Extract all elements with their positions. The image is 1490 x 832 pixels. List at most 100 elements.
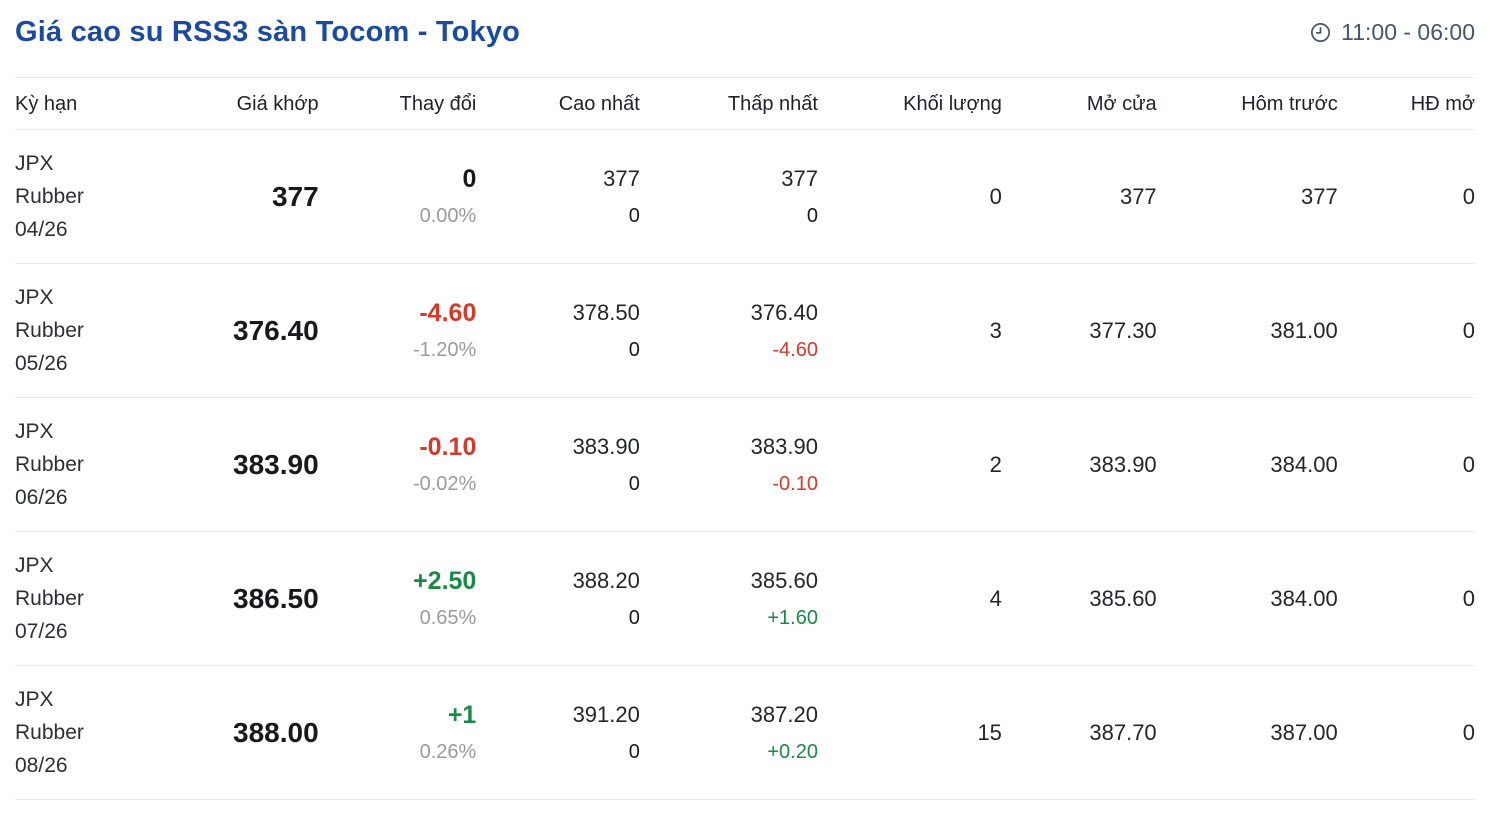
volume: 15 xyxy=(817,665,1002,800)
low-cell: 387.20 +0.20 xyxy=(639,665,818,800)
contract-month: 04/26 xyxy=(15,218,68,241)
high-cell: 388.20 0 xyxy=(476,531,640,666)
low-value: 385.60 xyxy=(750,567,818,593)
col-header-open-interest: HĐ mở xyxy=(1337,77,1475,130)
open-interest: 0 xyxy=(1337,531,1475,666)
col-header-low: Thấp nhất xyxy=(639,77,818,130)
low-cell: 376.40 -4.60 xyxy=(639,263,818,398)
change-percent: -0.02% xyxy=(412,472,477,495)
contract-symbol: JPX xyxy=(15,152,54,175)
prev-price: 384.00 xyxy=(1156,531,1338,666)
high-sub: 0 xyxy=(628,606,640,629)
high-sub: 0 xyxy=(628,338,640,361)
contract-symbol: JPX xyxy=(15,554,54,577)
volume: 2 xyxy=(817,397,1002,532)
contract-product: Rubber xyxy=(15,453,84,476)
change-cell: +1 0.26% xyxy=(318,665,477,800)
change-value: -4.60 xyxy=(419,298,477,327)
contract-product: Rubber xyxy=(15,185,84,208)
last-price: 376.40 xyxy=(184,263,319,398)
change-value: -0.10 xyxy=(419,432,477,461)
change-value: +2.50 xyxy=(413,566,477,595)
low-value: 377 xyxy=(781,165,818,191)
contract-cell: JPX Rubber 05/26 xyxy=(15,263,185,398)
change-percent: 0.26% xyxy=(419,740,477,763)
contract-product: Rubber xyxy=(15,319,84,342)
contract-cell: JPX Rubber 06/26 xyxy=(15,397,185,532)
prev-price: 381.00 xyxy=(1156,263,1338,398)
high-value: 378.50 xyxy=(572,299,640,325)
high-cell: 391.20 0 xyxy=(476,665,640,800)
low-sub: -4.60 xyxy=(772,338,818,361)
high-value: 391.20 xyxy=(572,701,640,727)
open-interest: 0 xyxy=(1337,665,1475,800)
open-price: 377.30 xyxy=(1001,263,1157,398)
open-price: 383.90 xyxy=(1001,397,1157,532)
high-value: 388.20 xyxy=(572,567,640,593)
contract-product: Rubber xyxy=(15,587,84,610)
high-cell: 383.90 0 xyxy=(476,397,640,532)
contract-month: 05/26 xyxy=(15,352,68,375)
low-value: 383.90 xyxy=(750,433,818,459)
price-table: Kỳ hạn Giá khớp Thay đổi Cao nhất Thấp n… xyxy=(15,77,1475,800)
table-row: JPX Rubber 04/26 377 0 0.00% 377 0 377 0 xyxy=(15,129,1475,264)
prev-price: 384.00 xyxy=(1156,397,1338,532)
change-cell: 0 0.00% xyxy=(318,129,477,264)
change-percent: -1.20% xyxy=(412,338,477,361)
contract-month: 08/26 xyxy=(15,754,68,777)
low-sub: 0 xyxy=(806,204,818,227)
low-value: 387.20 xyxy=(750,701,818,727)
volume: 4 xyxy=(817,531,1002,666)
table-row: JPX Rubber 07/26 386.50 +2.50 0.65% 388.… xyxy=(15,531,1475,666)
high-sub: 0 xyxy=(628,204,640,227)
high-value: 377 xyxy=(603,165,640,191)
price-board-page: Giá cao su RSS3 sàn Tocom - Tokyo 11:00 … xyxy=(15,16,1475,800)
last-price: 388.00 xyxy=(184,665,319,800)
prev-price: 377 xyxy=(1156,129,1338,264)
change-percent: 0.00% xyxy=(419,204,477,227)
table-row: JPX Rubber 05/26 376.40 -4.60 -1.20% 378… xyxy=(15,263,1475,398)
change-percent: 0.65% xyxy=(419,606,477,629)
page-title[interactable]: Giá cao su RSS3 sàn Tocom - Tokyo xyxy=(15,16,521,48)
price-table-header: Kỳ hạn Giá khớp Thay đổi Cao nhất Thấp n… xyxy=(15,77,1475,130)
contract-cell: JPX Rubber 04/26 xyxy=(15,129,185,264)
contract-cell: JPX Rubber 07/26 xyxy=(15,531,185,666)
col-header-volume: Khối lượng xyxy=(817,77,1002,130)
volume: 3 xyxy=(817,263,1002,398)
last-price: 386.50 xyxy=(184,531,319,666)
open-price: 387.70 xyxy=(1001,665,1157,800)
volume: 0 xyxy=(817,129,1002,264)
price-table-body: JPX Rubber 04/26 377 0 0.00% 377 0 377 0 xyxy=(15,129,1475,800)
contract-symbol: JPX xyxy=(15,420,54,443)
clock-icon xyxy=(1311,23,1331,42)
table-row: JPX Rubber 08/26 388.00 +1 0.26% 391.20 … xyxy=(15,665,1475,800)
high-sub: 0 xyxy=(628,472,640,495)
high-cell: 378.50 0 xyxy=(476,263,640,398)
change-value: +1 xyxy=(447,700,477,729)
col-header-contract: Kỳ hạn xyxy=(15,77,185,130)
open-price: 385.60 xyxy=(1001,531,1157,666)
low-cell: 385.60 +1.60 xyxy=(639,531,818,666)
open-interest: 0 xyxy=(1337,263,1475,398)
open-price: 377 xyxy=(1001,129,1157,264)
last-price: 383.90 xyxy=(184,397,319,532)
change-cell: +2.50 0.65% xyxy=(318,531,477,666)
contract-product: Rubber xyxy=(15,721,84,744)
open-interest: 0 xyxy=(1337,397,1475,532)
col-header-last: Giá khớp xyxy=(184,77,319,130)
low-value: 376.40 xyxy=(750,299,818,325)
contract-month: 07/26 xyxy=(15,620,68,643)
contract-cell: JPX Rubber 08/26 xyxy=(15,665,185,800)
low-sub: +1.60 xyxy=(767,606,818,629)
low-sub: -0.10 xyxy=(772,472,818,495)
last-price: 377 xyxy=(184,129,319,264)
change-value: 0 xyxy=(462,164,477,193)
col-header-open: Mở cửa xyxy=(1001,77,1157,130)
low-cell: 383.90 -0.10 xyxy=(639,397,818,532)
trading-hours-label: 11:00 - 06:00 xyxy=(1341,19,1475,45)
high-sub: 0 xyxy=(628,740,640,763)
change-cell: -4.60 -1.20% xyxy=(318,263,477,398)
col-header-prev: Hôm trước xyxy=(1156,77,1338,130)
low-cell: 377 0 xyxy=(639,129,818,264)
change-cell: -0.10 -0.02% xyxy=(318,397,477,532)
